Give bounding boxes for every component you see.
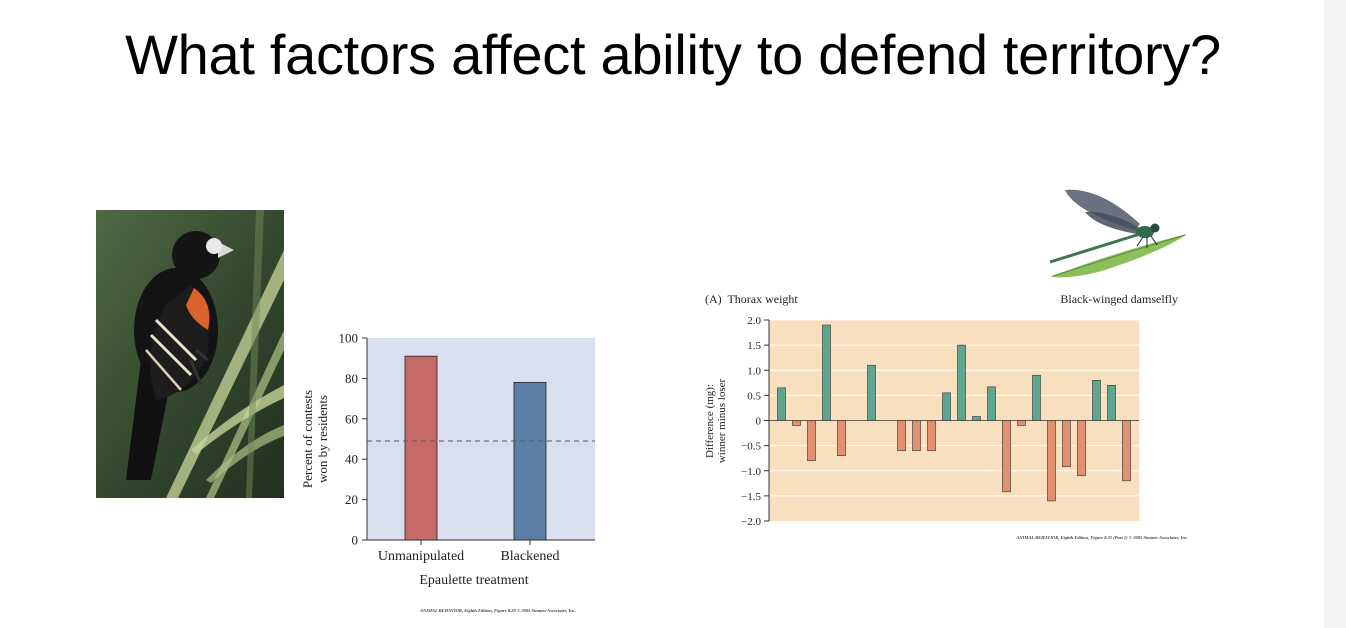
epaulette-chart: 0 20 40 60 80 100 Unmanipulated Blackened Epa… xyxy=(300,331,595,613)
damselfly-drawing xyxy=(1045,182,1195,282)
thorax-y-axis-label-line1: Difference (mg): xyxy=(704,384,716,458)
epaulette-plot-background xyxy=(367,338,595,540)
epaulette-y-tick-label: 80 xyxy=(345,371,358,386)
bird-photo xyxy=(96,210,284,498)
thorax-bar-4 xyxy=(822,324,831,421)
thorax-weight-chart: 2.0 1.5 1.0 0.5 0 −0.5 −1.0 −1.5 −2.0 (A) Thorax… xyxy=(704,292,1188,540)
thorax-figure-credit: ANIMAL BEHAVIOR, Eighth Edition, Figure … xyxy=(1015,535,1188,540)
thorax-bar-24 xyxy=(1122,420,1131,482)
thorax-bar-19 xyxy=(1047,420,1056,502)
thorax-chart-title: Black-winged damselfly xyxy=(1060,292,1178,306)
thorax-y-tick-label: −1.5 xyxy=(741,491,761,503)
epaulette-y-axis-label-line2: won by residents xyxy=(315,395,330,483)
thorax-bar-15 xyxy=(987,386,996,421)
thorax-bar-9 xyxy=(897,420,906,451)
epaulette-y-axis-label-line1: Percent of contests xyxy=(300,390,315,488)
thorax-bar-22 xyxy=(1092,380,1101,421)
thorax-bar-5 xyxy=(837,420,846,456)
epaulette-bar-unmanipulated xyxy=(404,355,438,541)
category-label-blackened: Blackened xyxy=(500,549,559,564)
thorax-y-tick-label: 1.0 xyxy=(747,365,761,377)
epaulette-x-axis-label: Epaulette treatment xyxy=(419,573,528,588)
thorax-bar-2 xyxy=(792,420,801,426)
slide-edge xyxy=(1324,0,1346,628)
thorax-bar-18 xyxy=(1032,374,1041,421)
slide-title: What factors affect ability to defend te… xyxy=(125,23,1221,86)
thorax-y-tick-label: −1.0 xyxy=(741,466,761,478)
thorax-y-tick-label: −2.0 xyxy=(741,516,761,528)
bird-photo-image xyxy=(96,210,284,498)
thorax-bar-21 xyxy=(1077,420,1086,477)
epaulette-y-tick-label: 20 xyxy=(345,492,358,507)
damselfly-image xyxy=(1049,189,1187,278)
thorax-panel-label: (A) Thorax weight xyxy=(705,292,798,306)
thorax-bar-13 xyxy=(957,344,966,421)
thorax-bar-14 xyxy=(972,416,981,421)
thorax-y-tick-label: 1.5 xyxy=(747,340,761,352)
epaulette-y-tick-label: 0 xyxy=(352,533,359,548)
thorax-y-tick-label: −0.5 xyxy=(741,441,761,453)
thorax-y-tick-label: 0.5 xyxy=(747,390,761,402)
epaulette-figure-credit: ANIMAL BEHAVIOR, Eighth Edition, Figure … xyxy=(419,608,576,613)
epaulette-bar-blackened xyxy=(513,382,547,541)
thorax-bar-12 xyxy=(942,392,951,421)
thorax-bar-20 xyxy=(1062,420,1071,468)
thorax-bar-16 xyxy=(1002,420,1011,493)
thorax-bar-10 xyxy=(912,420,921,451)
thorax-bar-11 xyxy=(927,420,936,451)
category-label-unmanipulated: Unmanipulated xyxy=(378,549,464,564)
epaulette-y-tick-label: 60 xyxy=(345,411,358,426)
thorax-y-tick-label: 2.0 xyxy=(747,315,761,327)
thorax-y-axis-label-line2: winner minus loser xyxy=(716,379,728,464)
thorax-y-tick-label: 0 xyxy=(756,416,762,428)
thorax-bar-1 xyxy=(777,387,786,421)
thorax-bar-17 xyxy=(1017,420,1026,426)
thorax-bar-23 xyxy=(1107,385,1116,421)
epaulette-y-tick-label: 100 xyxy=(339,331,359,346)
thorax-bar-3 xyxy=(807,420,816,462)
epaulette-y-tick-label: 40 xyxy=(345,452,358,467)
thorax-bar-7 xyxy=(867,364,876,421)
